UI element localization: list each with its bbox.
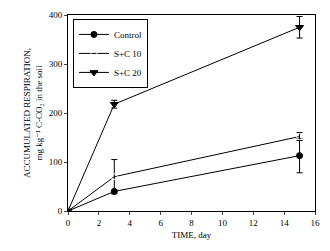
svg-text:200: 200: [49, 108, 63, 118]
svg-text:300: 300: [49, 59, 63, 69]
svg-text:S+C 10: S+C 10: [114, 49, 142, 59]
svg-text:10: 10: [218, 218, 228, 228]
svg-text:8: 8: [189, 218, 194, 228]
svg-text:16: 16: [311, 218, 321, 228]
svg-text:ACCUMULATED RESPIRATION,mg kg⁻: ACCUMULATED RESPIRATION,mg kg⁻¹ C-CO₂ in…: [22, 48, 44, 178]
svg-text:2: 2: [97, 218, 102, 228]
svg-text:6: 6: [158, 218, 163, 228]
svg-text:100: 100: [49, 157, 63, 167]
svg-text:12: 12: [249, 218, 258, 228]
svg-text:0: 0: [66, 218, 71, 228]
svg-text:4: 4: [128, 218, 133, 228]
svg-text:400: 400: [49, 10, 63, 20]
svg-text:Control: Control: [114, 30, 142, 40]
svg-text:S+C 20: S+C 20: [114, 68, 142, 78]
svg-text:14: 14: [280, 218, 290, 228]
svg-text:0: 0: [58, 206, 63, 216]
svg-text:TIME, day: TIME, day: [172, 230, 212, 240]
